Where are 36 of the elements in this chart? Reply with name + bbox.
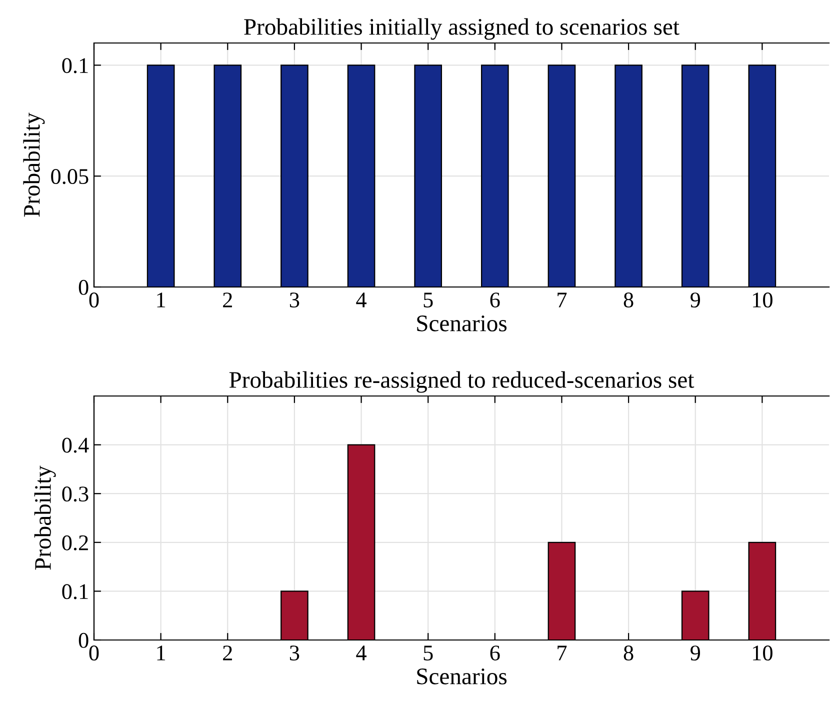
y-tick-label: 0 [78, 280, 88, 295]
x-tick-label: 0 [89, 646, 99, 660]
chart-title: Probabilities initially assigned to scenarios set [244, 18, 680, 40]
x-tick-label: 8 [624, 292, 634, 308]
y-tick-label: 0.05 [51, 169, 88, 184]
x-tick-label: 1 [157, 646, 166, 660]
y-tick-label: 0.1 [62, 58, 88, 74]
y-tick-label: 0.3 [62, 486, 88, 502]
x-tick-label: 2 [223, 646, 232, 660]
x-tick-label: 3 [290, 292, 300, 308]
x-tick-label: 6 [490, 646, 500, 660]
x-tick-label: 7 [558, 646, 567, 660]
y-tick-label: 0.2 [62, 535, 88, 550]
x-tick-label: 2 [223, 292, 232, 308]
x-axis-title: Scenarios [417, 316, 507, 332]
x-tick-label: 0 [89, 292, 99, 308]
x-tick-label: 8 [624, 646, 634, 660]
x-tick-label: 9 [690, 646, 700, 660]
x-tick-label: 10 [753, 646, 772, 660]
x-tick-label: 9 [690, 292, 700, 308]
x-tick-label: 4 [356, 646, 366, 660]
y-tick-label: 0.1 [62, 584, 88, 600]
y-axis-title: Probability [34, 466, 56, 570]
y-tick-label: 0.4 [62, 438, 89, 453]
x-tick-label: 3 [290, 646, 300, 660]
x-tick-label: 10 [753, 292, 772, 308]
y-axis-title: Probability [23, 112, 45, 217]
x-tick-label: 5 [424, 292, 433, 308]
x-tick-label: 5 [424, 646, 433, 660]
x-tick-label: 4 [356, 292, 366, 308]
x-tick-label: 7 [558, 292, 567, 308]
x-tick-label: 6 [490, 292, 500, 308]
chart-title: Probabilities re-assigned to reduced-scenarios set [229, 371, 694, 393]
x-axis-title: Scenarios [417, 668, 507, 684]
y-tick-label: 0 [78, 632, 88, 648]
x-tick-label: 1 [157, 292, 166, 308]
